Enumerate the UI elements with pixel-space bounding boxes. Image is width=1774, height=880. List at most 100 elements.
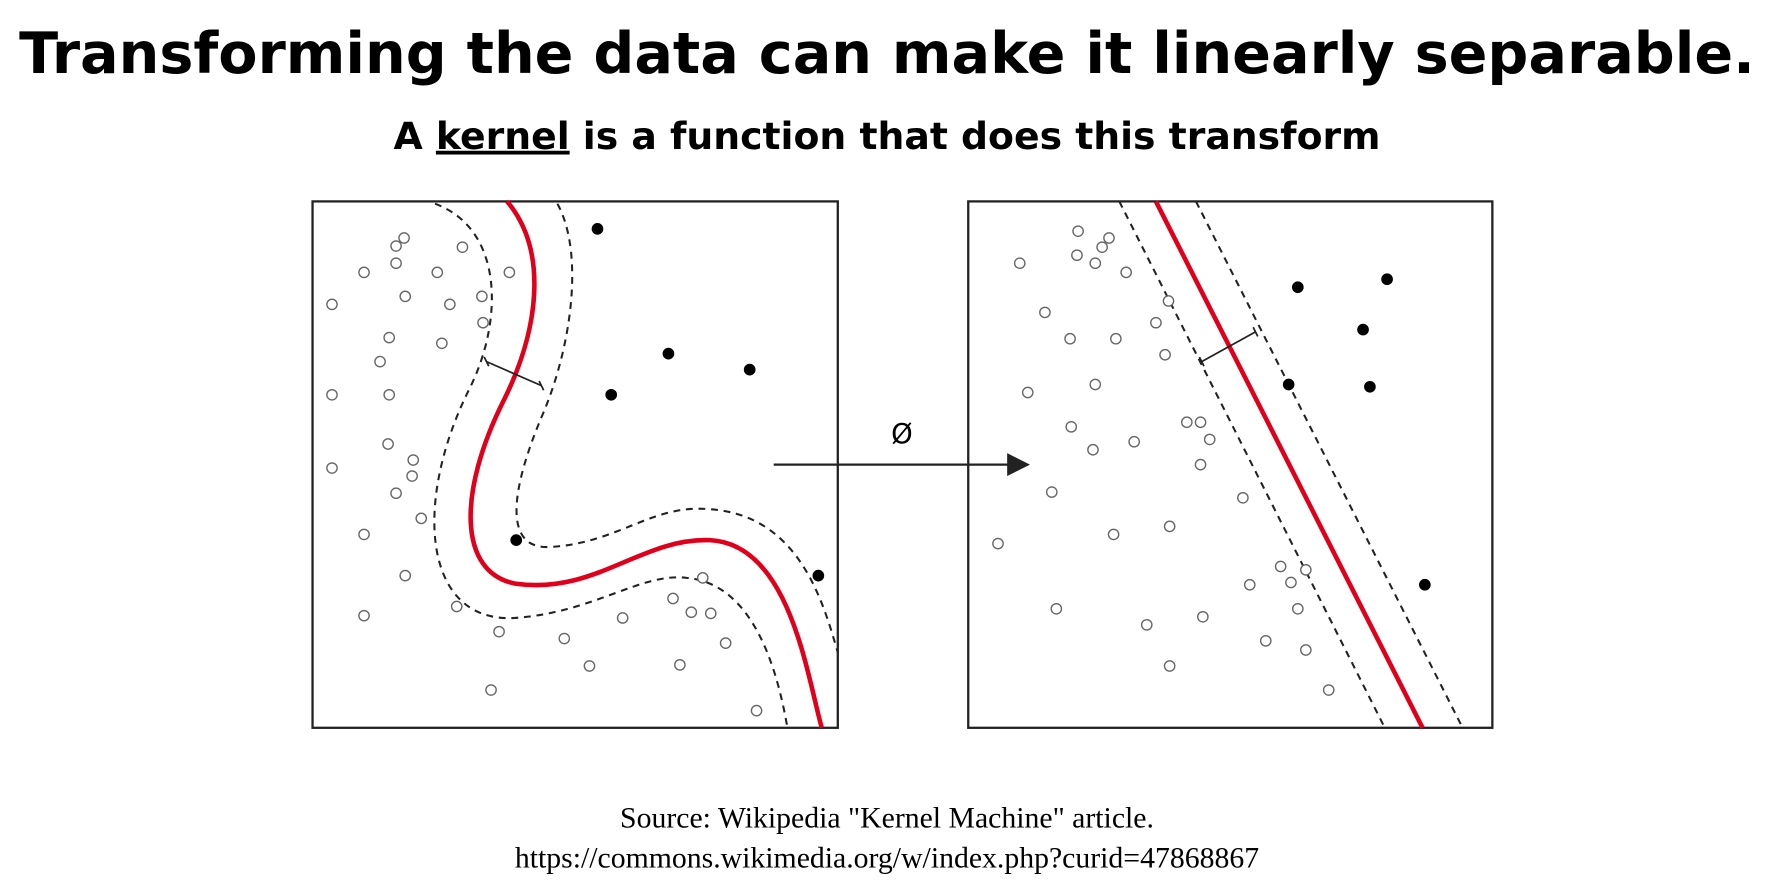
open-point bbox=[399, 290, 412, 303]
open-point bbox=[1103, 232, 1115, 244]
open-point bbox=[1087, 443, 1099, 456]
open-point bbox=[1237, 491, 1249, 504]
open-point bbox=[431, 266, 444, 279]
filled-point bbox=[1357, 323, 1369, 336]
open-point bbox=[616, 612, 629, 624]
open-point bbox=[493, 625, 505, 638]
slide-subtitle: A kernel is a function that does this tr… bbox=[394, 114, 1381, 158]
panel-frame bbox=[967, 200, 1494, 729]
margin-line bbox=[1195, 200, 1464, 729]
open-point bbox=[992, 537, 1004, 550]
open-point bbox=[406, 470, 418, 482]
subtitle-text: is a function that does this transform bbox=[583, 114, 1381, 158]
filled-point bbox=[1419, 578, 1431, 591]
input-space-panel bbox=[311, 199, 839, 729]
open-point bbox=[685, 606, 698, 619]
open-point bbox=[1110, 332, 1122, 345]
open-point bbox=[444, 298, 456, 311]
open-point bbox=[704, 607, 717, 620]
open-point bbox=[399, 569, 412, 582]
filled-point bbox=[510, 534, 523, 546]
open-point bbox=[1203, 433, 1216, 446]
filled-point bbox=[605, 388, 618, 401]
open-point bbox=[1050, 602, 1063, 615]
open-point bbox=[583, 660, 596, 672]
open-point bbox=[1096, 241, 1108, 254]
open-point bbox=[436, 337, 448, 350]
margin-indicator bbox=[483, 356, 545, 391]
source-note: Source: Wikipedia "Kernel Machine" artic… bbox=[620, 801, 1154, 834]
open-point bbox=[1194, 416, 1207, 429]
open-point bbox=[1128, 435, 1141, 448]
open-point bbox=[358, 266, 370, 279]
open-point bbox=[390, 487, 402, 500]
decision-boundary bbox=[468, 199, 824, 729]
open-point bbox=[398, 232, 410, 244]
open-point bbox=[1064, 332, 1076, 345]
open-point bbox=[750, 704, 763, 717]
open-point bbox=[485, 684, 497, 696]
open-point bbox=[1162, 295, 1175, 307]
open-point bbox=[390, 240, 402, 252]
filled-point bbox=[662, 347, 675, 360]
open-point bbox=[326, 462, 338, 474]
open-point bbox=[1180, 416, 1193, 429]
source-url: https://commons.wikimedia.org/w/index.ph… bbox=[515, 841, 1259, 874]
filled-point bbox=[1291, 281, 1304, 294]
open-point bbox=[1013, 257, 1026, 270]
open-point bbox=[358, 609, 370, 622]
subtitle-text: A bbox=[394, 114, 424, 158]
open-point bbox=[1039, 306, 1051, 319]
open-point bbox=[1071, 249, 1083, 262]
open-point bbox=[1140, 618, 1153, 631]
margin-line bbox=[515, 203, 839, 653]
panel-frame bbox=[311, 200, 839, 729]
open-point bbox=[1194, 458, 1207, 471]
open-point bbox=[667, 592, 679, 605]
filled-point bbox=[1381, 273, 1393, 286]
open-point bbox=[390, 257, 402, 270]
arrow-label: Ø bbox=[891, 419, 913, 450]
open-point bbox=[1163, 660, 1176, 672]
open-point bbox=[1291, 602, 1304, 615]
open-point bbox=[456, 241, 469, 254]
filled-point bbox=[1364, 380, 1376, 393]
open-point bbox=[450, 600, 463, 613]
open-point bbox=[415, 512, 428, 525]
filled-point bbox=[591, 223, 604, 235]
open-point bbox=[1021, 386, 1034, 399]
open-point bbox=[696, 572, 709, 584]
open-point bbox=[1045, 486, 1058, 498]
open-point bbox=[326, 298, 338, 311]
open-point bbox=[1089, 257, 1102, 270]
margin-line bbox=[433, 202, 789, 728]
open-point bbox=[1072, 225, 1084, 237]
open-point bbox=[1163, 520, 1176, 533]
open-point bbox=[476, 290, 488, 303]
open-point bbox=[383, 388, 396, 401]
margin-line bbox=[1118, 200, 1386, 729]
open-point bbox=[1120, 266, 1133, 279]
open-point bbox=[503, 266, 516, 279]
open-point bbox=[383, 331, 396, 344]
open-point bbox=[1243, 578, 1256, 591]
filled-point bbox=[812, 569, 825, 582]
open-point bbox=[1107, 528, 1120, 541]
open-point bbox=[407, 454, 420, 466]
open-point bbox=[1285, 576, 1297, 589]
filled-point bbox=[1282, 378, 1295, 391]
feature-space-panel bbox=[967, 200, 1494, 729]
open-point bbox=[326, 388, 338, 401]
open-point bbox=[1089, 378, 1102, 391]
open-point bbox=[1322, 684, 1335, 696]
open-point bbox=[558, 632, 571, 645]
subtitle-term: kernel bbox=[436, 114, 570, 158]
open-point bbox=[1150, 316, 1162, 329]
margin-indicator bbox=[1198, 326, 1259, 367]
filled-point bbox=[743, 363, 756, 376]
slide-title: Transforming the data can make it linear… bbox=[19, 21, 1755, 87]
open-point bbox=[1159, 348, 1171, 361]
open-point bbox=[1274, 560, 1287, 573]
